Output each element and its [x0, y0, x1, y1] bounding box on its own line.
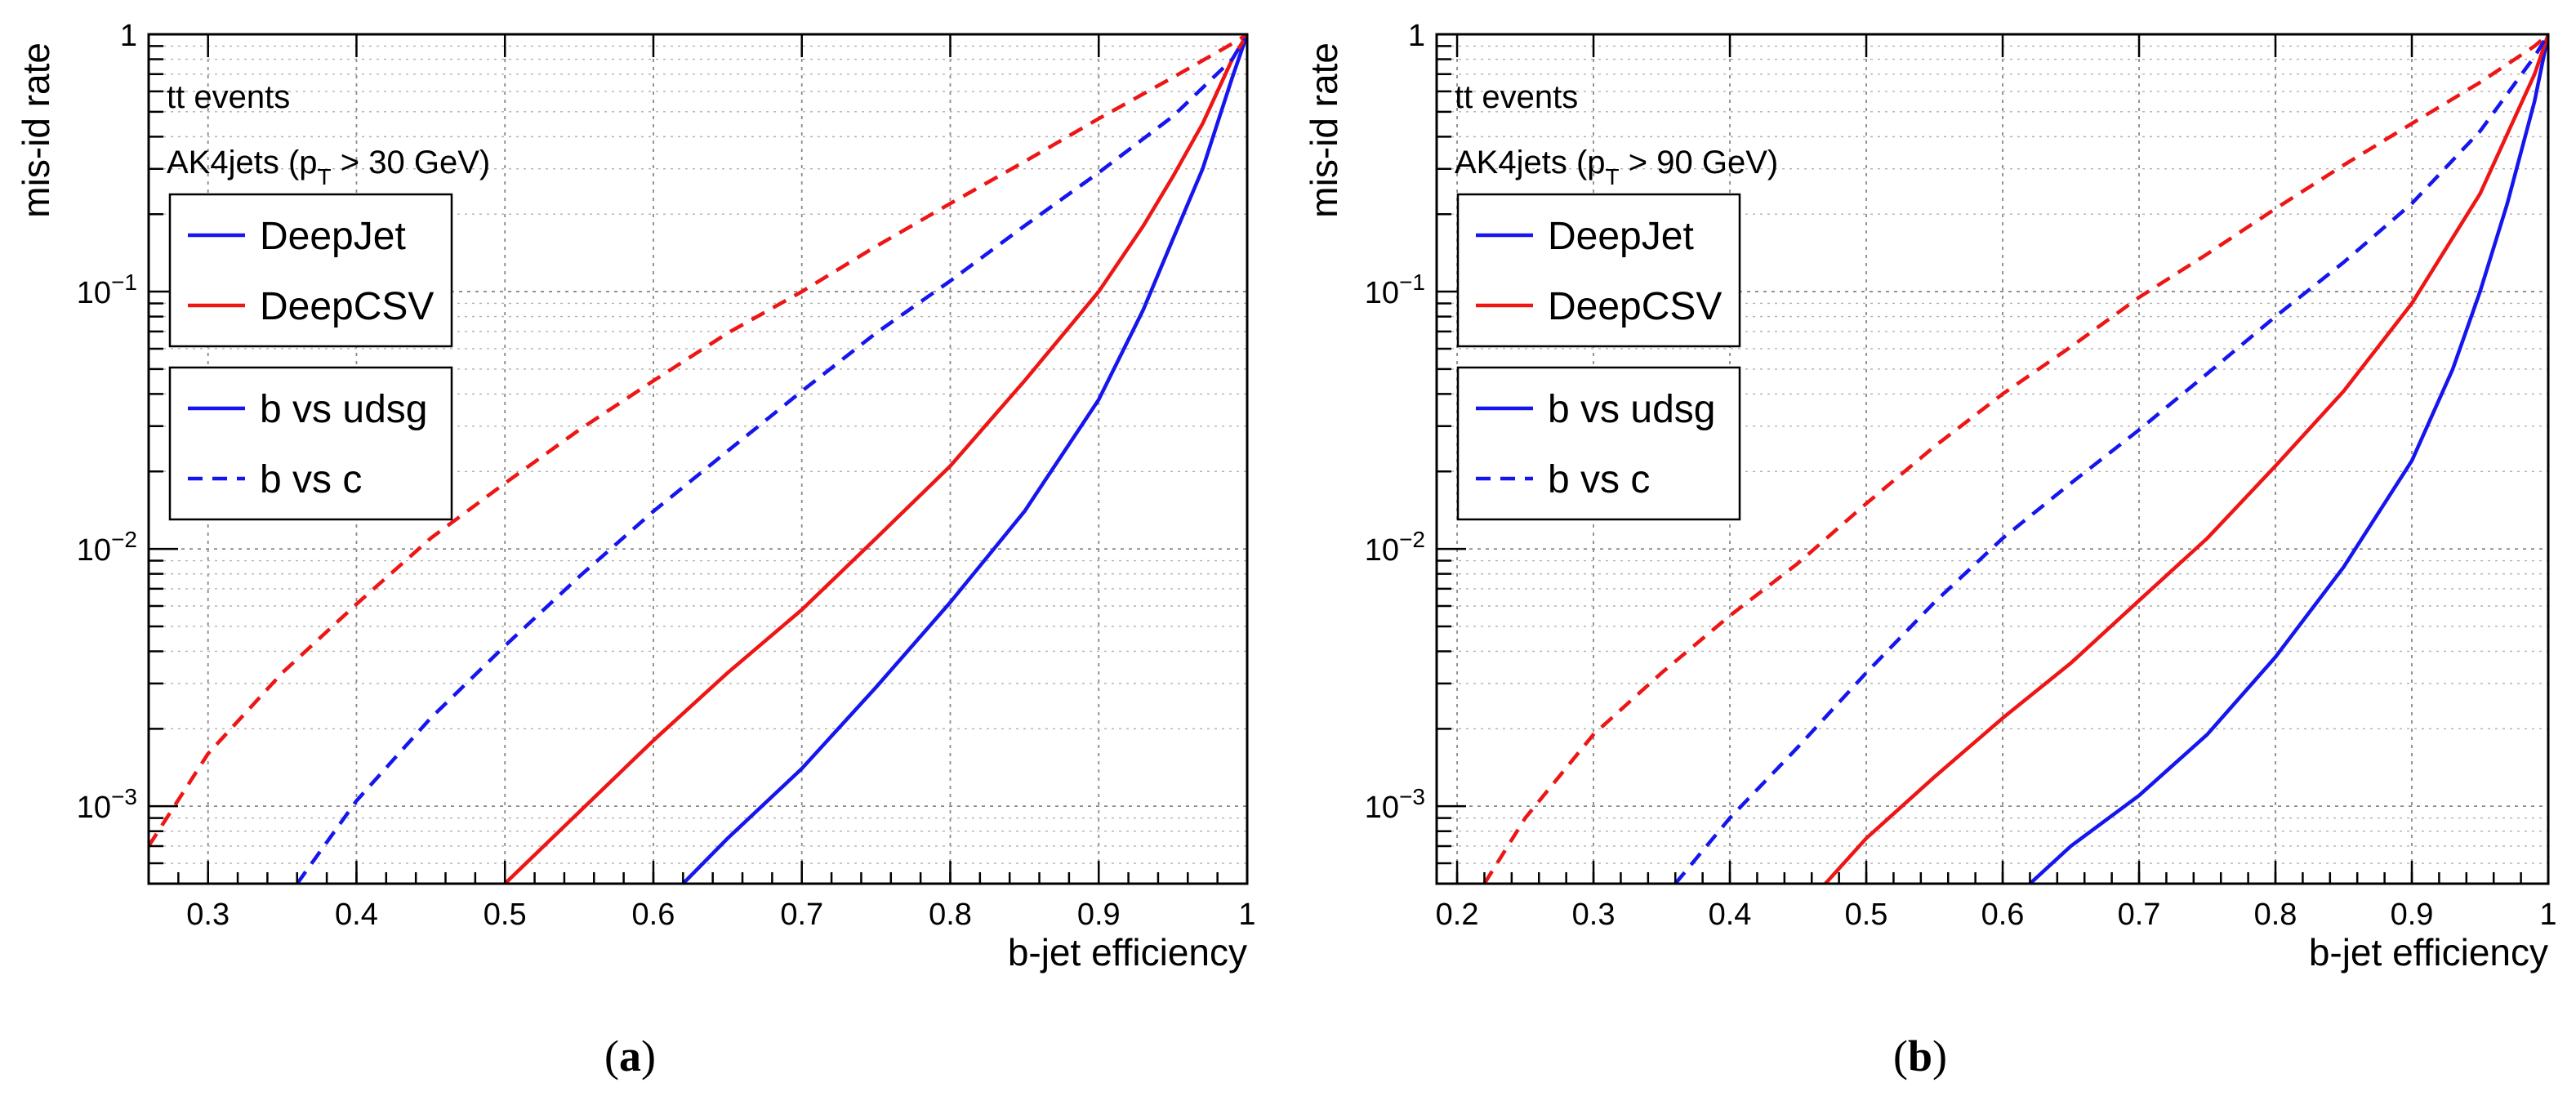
x-tick-label: 0.9 — [2391, 898, 2434, 932]
y-tick-label: 10−3 — [77, 784, 137, 825]
x-tick-label: 0.6 — [632, 898, 675, 932]
y-tick-exp: −3 — [111, 784, 137, 809]
y-axis: 10−310−210−11 — [1365, 19, 1466, 885]
y-tick-base: 10 — [77, 276, 111, 310]
legend-styles-box — [1456, 366, 1741, 521]
x-tick-label: 0.5 — [1845, 898, 1888, 932]
legend-label: DeepCSV — [260, 285, 434, 328]
y-tick-base: 10 — [77, 533, 111, 568]
series-line-deepcsv-b-vs-c — [149, 34, 1247, 848]
y-tick-base: 10 — [1365, 276, 1399, 310]
series-group — [1482, 34, 2548, 884]
caption-b: (b) — [1893, 1031, 1948, 1080]
x-tick-label: 0.6 — [1981, 898, 2025, 932]
x-tick-label: 0.3 — [186, 898, 230, 932]
legend-label: DeepCSV — [1548, 285, 1722, 328]
plot-frame — [147, 33, 1249, 885]
y-tick-base: 1 — [120, 19, 137, 53]
y-tick-exp: −3 — [1399, 784, 1425, 809]
x-tick-label: 0.7 — [2118, 898, 2161, 932]
legend-taggers-box — [1456, 193, 1741, 348]
legend-label: b vs c — [1548, 458, 1650, 501]
y-tick-exp: −1 — [1399, 270, 1425, 295]
series-line-deepjet-b-vs-udsg — [681, 34, 1247, 884]
legend-styles: b vs udsg b vs c — [1456, 366, 1741, 521]
y-axis-title: mis-id rate — [15, 42, 57, 218]
x-tick-label: 0.8 — [929, 898, 972, 932]
plot-frame — [1435, 33, 2550, 885]
series-line-deepjet-b-vs-udsg — [2028, 34, 2548, 884]
x-axis: 0.3 0.4 0.5 0.6 0.7 0.8 0.9 1 — [147, 34, 1256, 932]
process-label: tt events — [1455, 79, 1578, 115]
x-tick-label: 0.2 — [1436, 898, 1479, 932]
x-tick-label: 1 — [2539, 898, 2556, 932]
series-line-deepjet-b-vs-c — [1674, 34, 2548, 884]
y-tick-label: 10−1 — [77, 270, 137, 310]
x-tick-label: 0.8 — [2254, 898, 2297, 932]
legend-taggers: DeepJet DeepCSV — [168, 193, 453, 348]
y-tick-label: 10−2 — [77, 527, 137, 568]
y-tick-base: 10 — [1365, 533, 1399, 568]
x-tick-label: 0.7 — [780, 898, 823, 932]
y-tick-label: 10−3 — [1365, 784, 1425, 825]
chart-panel-a: 0.3 0.4 0.5 0.6 0.7 0.8 0.9 110−310−210−11b-jet… — [15, 19, 1256, 974]
y-tick-label: 10−2 — [1365, 527, 1425, 568]
x-axis: 0.2 0.3 0.4 0.5 0.6 0.7 0.8 0.9 1 — [1436, 34, 2557, 932]
series-group — [149, 34, 1247, 884]
x-tick-label: 0.5 — [484, 898, 527, 932]
legend-styles-box — [168, 366, 453, 521]
legend-styles: b vs udsg b vs c — [168, 366, 453, 521]
x-axis-title: b-jet efficiency — [1008, 931, 1247, 974]
x-tick-label: 0.9 — [1077, 898, 1121, 932]
x-tick-label: 1 — [1238, 898, 1255, 932]
y-tick-exp: −2 — [111, 527, 137, 552]
jet-selection-label: AK4jets (pT > 30 GeV) — [167, 145, 490, 189]
y-tick-exp: −2 — [1399, 527, 1425, 552]
legend-taggers: DeepJet DeepCSV — [1456, 193, 1741, 348]
legend-taggers-box — [168, 193, 453, 348]
legend-label: DeepJet — [260, 215, 406, 258]
series-line-deepjet-b-vs-c — [295, 34, 1247, 884]
legend-label: DeepJet — [1548, 215, 1694, 258]
y-tick-base: 10 — [1365, 791, 1399, 825]
y-tick-label: 10−1 — [1365, 270, 1425, 310]
x-tick-label: 0.4 — [335, 898, 378, 932]
x-axis-title: b-jet efficiency — [2309, 931, 2548, 974]
y-tick-exp: −1 — [111, 270, 137, 295]
y-tick-base: 10 — [77, 791, 111, 825]
series-line-deepcsv-b-vs-udsg — [503, 34, 1247, 884]
y-axis: 10−310−210−11 — [77, 19, 178, 885]
caption-a: (a) — [604, 1031, 656, 1080]
legend-label: b vs udsg — [260, 388, 427, 431]
x-tick-label: 0.4 — [1709, 898, 1752, 932]
process-label: tt events — [167, 79, 290, 115]
legend-label: b vs c — [260, 458, 362, 501]
x-tick-label: 0.3 — [1572, 898, 1616, 932]
series-line-deepcsv-b-vs-udsg — [1824, 34, 2548, 884]
y-tick-label: 1 — [1408, 19, 1425, 53]
jet-selection-label: AK4jets (pT > 90 GeV) — [1455, 145, 1778, 189]
y-tick-label: 1 — [120, 19, 137, 53]
y-tick-base: 1 — [1408, 19, 1425, 53]
legend-label: b vs udsg — [1548, 388, 1715, 431]
chart-panel-b: 0.2 0.3 0.4 0.5 0.6 0.7 0.8 0.9 110−310−210−11b-… — [1303, 19, 2557, 974]
y-axis-title: mis-id rate — [1303, 42, 1345, 218]
